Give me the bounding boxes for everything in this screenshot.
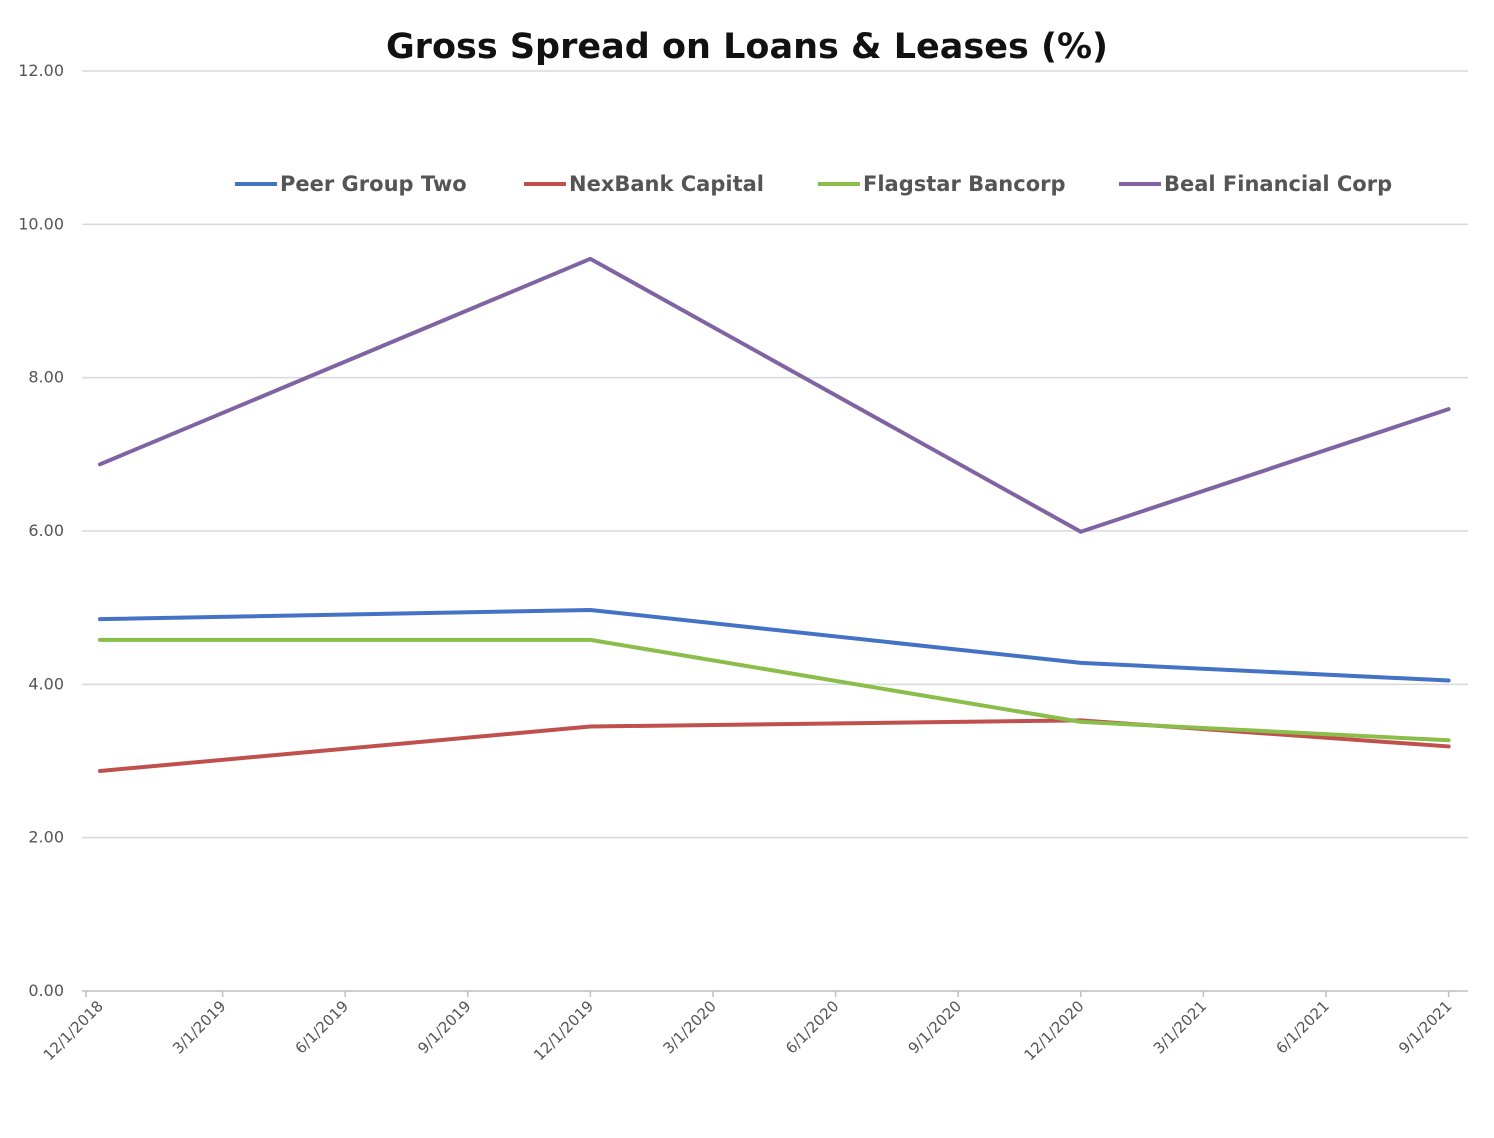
x-tick-label: 6/1/2021	[1272, 997, 1332, 1057]
x-tick-label: 3/1/2020	[659, 997, 719, 1057]
series-lines	[98, 256, 1451, 773]
legend-label: NexBank Capital	[569, 172, 764, 196]
x-tick-label: 6/1/2019	[292, 997, 352, 1057]
y-tick-label: 0.00	[28, 981, 64, 1000]
x-tick-label: 12/1/2018	[40, 997, 107, 1064]
series-line-peer-group-two	[98, 607, 1451, 683]
x-tick-label: 9/1/2019	[414, 997, 474, 1057]
y-tick-label: 4.00	[28, 674, 64, 693]
series-line-nexbank-capital	[98, 718, 1451, 773]
y-axis: 0.00 2.00 4.00 6.00 8.00 10.00 12.00	[18, 61, 64, 1000]
y-tick-label: 2.00	[28, 828, 64, 847]
legend-label: Beal Financial Corp	[1164, 172, 1392, 196]
x-tick-label: 9/1/2021	[1395, 997, 1455, 1057]
x-tick-label: 12/1/2019	[530, 997, 597, 1064]
legend: Peer Group Two NexBank Capital Flagstar Ba…	[235, 172, 1392, 196]
legend-label: Flagstar Bancorp	[863, 172, 1066, 196]
x-tick-label: 6/1/2020	[782, 997, 842, 1057]
y-tick-label: 6.00	[28, 521, 64, 540]
x-tick-label: 12/1/2020	[1021, 997, 1088, 1064]
legend-label: Peer Group Two	[280, 172, 467, 196]
x-axis: 12/1/2018 3/1/2019 6/1/2019 9/1/2019 12/1/20…	[40, 990, 1468, 1064]
x-tick-label: 3/1/2021	[1150, 997, 1210, 1057]
y-tick-label: 8.00	[28, 368, 64, 387]
gridlines	[82, 70, 1468, 839]
chart-title: Gross Spread on Loans & Leases (%)	[386, 27, 1108, 67]
x-tick-label: 9/1/2020	[905, 997, 965, 1057]
y-tick-label: 12.00	[18, 61, 64, 80]
series-line-flagstar-bancorp	[98, 637, 1451, 743]
x-tick-label: 3/1/2019	[169, 997, 229, 1057]
series-line-beal-financial-corp	[98, 256, 1451, 534]
y-tick-label: 10.00	[18, 214, 64, 233]
